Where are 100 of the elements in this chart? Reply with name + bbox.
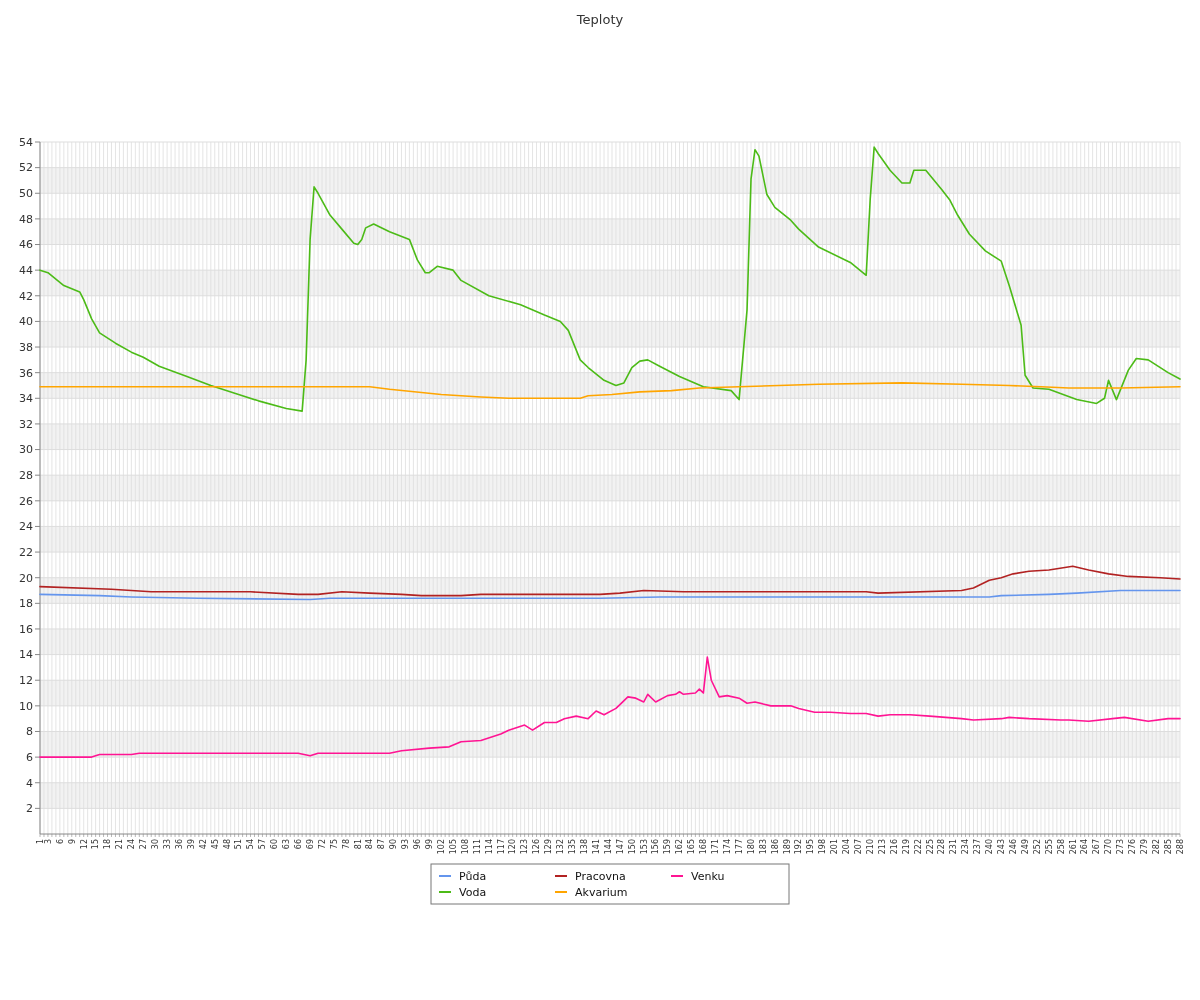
x-tick-label: 204 (842, 839, 852, 855)
legend-label: Půda (459, 869, 487, 883)
x-tick-label: 168 (699, 839, 709, 855)
x-tick-label: 75 (329, 839, 339, 850)
x-tick-label: 279 (1140, 839, 1150, 855)
x-tick-label: 114 (484, 839, 494, 855)
x-tick-label: 186 (770, 839, 780, 855)
x-tick-label: 153 (639, 839, 649, 855)
chart-title: Teploty (575, 12, 624, 28)
x-tick-label: 54 (246, 839, 256, 850)
x-tick-label: 108 (460, 839, 470, 855)
x-tick-label: 243 (997, 839, 1007, 855)
x-tick-label: 120 (508, 839, 518, 855)
x-tick-label: 288 (1175, 839, 1185, 855)
x-tick-label: 255 (1044, 839, 1054, 855)
x-tick-label: 180 (746, 839, 756, 855)
x-tick-label: 30 (150, 839, 160, 850)
x-tick-label: 270 (1104, 839, 1114, 855)
x-tick-label: 150 (627, 839, 637, 855)
legend-label: Voda (459, 885, 487, 899)
x-tick-label: 63 (282, 839, 292, 850)
line-series (39, 656, 1181, 758)
x-tick-label: 27 (139, 839, 149, 850)
y-tick-label: 6 (26, 750, 33, 764)
y-tick-label: 44 (19, 264, 33, 277)
x-tick-label: 273 (1116, 839, 1126, 855)
x-tick-label: 213 (877, 839, 887, 855)
x-tick-label: 216 (889, 839, 899, 855)
y-tick-label: 46 (19, 238, 33, 252)
y-tick-label: 38 (19, 340, 33, 354)
y-tick-label: 2 (26, 802, 33, 816)
line-series (39, 589, 1181, 601)
x-tick-label: 48 (222, 839, 232, 850)
x-tick-label: 123 (520, 839, 530, 855)
x-tick-label: 3 (43, 839, 53, 845)
legend-label: Venku (691, 869, 725, 883)
y-tick-label: 18 (19, 597, 33, 611)
x-tick-label: 246 (1008, 839, 1018, 855)
y-tick-label: 12 (19, 674, 33, 688)
x-tick-label: 6 (55, 839, 65, 845)
x-tick-label: 147 (615, 839, 625, 855)
x-tick-label: 252 (1032, 839, 1042, 855)
x-tick-label: 219 (901, 839, 911, 855)
x-tick-label: 12 (79, 839, 89, 850)
line-series (39, 382, 1181, 400)
x-tick-label: 117 (496, 839, 506, 855)
x-tick-label: 93 (401, 839, 411, 850)
x-tick-label: 15 (91, 839, 101, 850)
y-tick-label: 26 (19, 494, 33, 508)
x-tick-label: 129 (544, 839, 554, 855)
x-tick-label: 144 (603, 839, 613, 855)
y-tick-label: 14 (19, 648, 33, 662)
y-tick-label: 28 (19, 469, 33, 483)
line-series (39, 146, 1181, 412)
x-tick-label: 42 (198, 839, 208, 850)
y-tick-label: 42 (19, 289, 33, 303)
x-tick-label: 192 (794, 839, 804, 855)
x-tick-label: 195 (806, 839, 816, 855)
x-tick-label: 285 (1163, 839, 1173, 855)
y-tick-label: 20 (19, 571, 33, 585)
x-tick-label: 165 (687, 839, 697, 855)
y-tick-label: 8 (26, 725, 33, 739)
x-tick-label: 282 (1151, 839, 1161, 855)
x-tick-label: 210 (865, 839, 875, 855)
y-tick-label: 40 (19, 315, 33, 329)
x-tick-label: 225 (925, 839, 935, 855)
x-tick-label: 84 (365, 839, 375, 850)
x-tick-label: 267 (1092, 839, 1102, 855)
x-tick-label: 264 (1080, 839, 1090, 855)
x-tick-label: 159 (663, 839, 673, 855)
x-tick-label: 96 (413, 839, 423, 850)
x-tick-label: 78 (341, 839, 351, 850)
x-tick-label: 36 (174, 839, 184, 850)
x-tick-label: 102 (436, 839, 446, 855)
x-tick-label: 156 (651, 839, 661, 855)
x-tick-label: 198 (818, 839, 828, 855)
x-tick-label: 138 (579, 839, 589, 855)
x-tick-label: 99 (425, 839, 435, 850)
x-tick-label: 228 (937, 839, 947, 855)
y-tick-label: 10 (19, 699, 33, 713)
y-tick-label: 32 (19, 417, 33, 431)
y-tick-label: 36 (19, 366, 33, 380)
x-tick-label: 90 (389, 839, 399, 850)
x-tick-label: 126 (532, 839, 542, 855)
x-tick-label: 222 (913, 839, 923, 855)
x-tick-label: 39 (186, 839, 196, 850)
y-tick-label: 34 (19, 392, 33, 406)
y-tick-label: 48 (19, 212, 33, 226)
y-tick-label: 50 (19, 187, 33, 201)
x-tick-label: 141 (591, 839, 601, 855)
x-tick-label: 261 (1068, 839, 1078, 855)
x-tick-label: 258 (1056, 839, 1066, 855)
x-tick-label: 132 (556, 839, 566, 855)
x-tick-label: 45 (210, 839, 220, 850)
x-tick-label: 135 (568, 839, 578, 855)
x-tick-label: 105 (448, 839, 458, 855)
x-tick-label: 1 (35, 839, 45, 845)
x-tick-label: 207 (854, 839, 864, 855)
x-tick-label: 201 (830, 839, 840, 855)
x-tick-label: 18 (103, 839, 113, 850)
